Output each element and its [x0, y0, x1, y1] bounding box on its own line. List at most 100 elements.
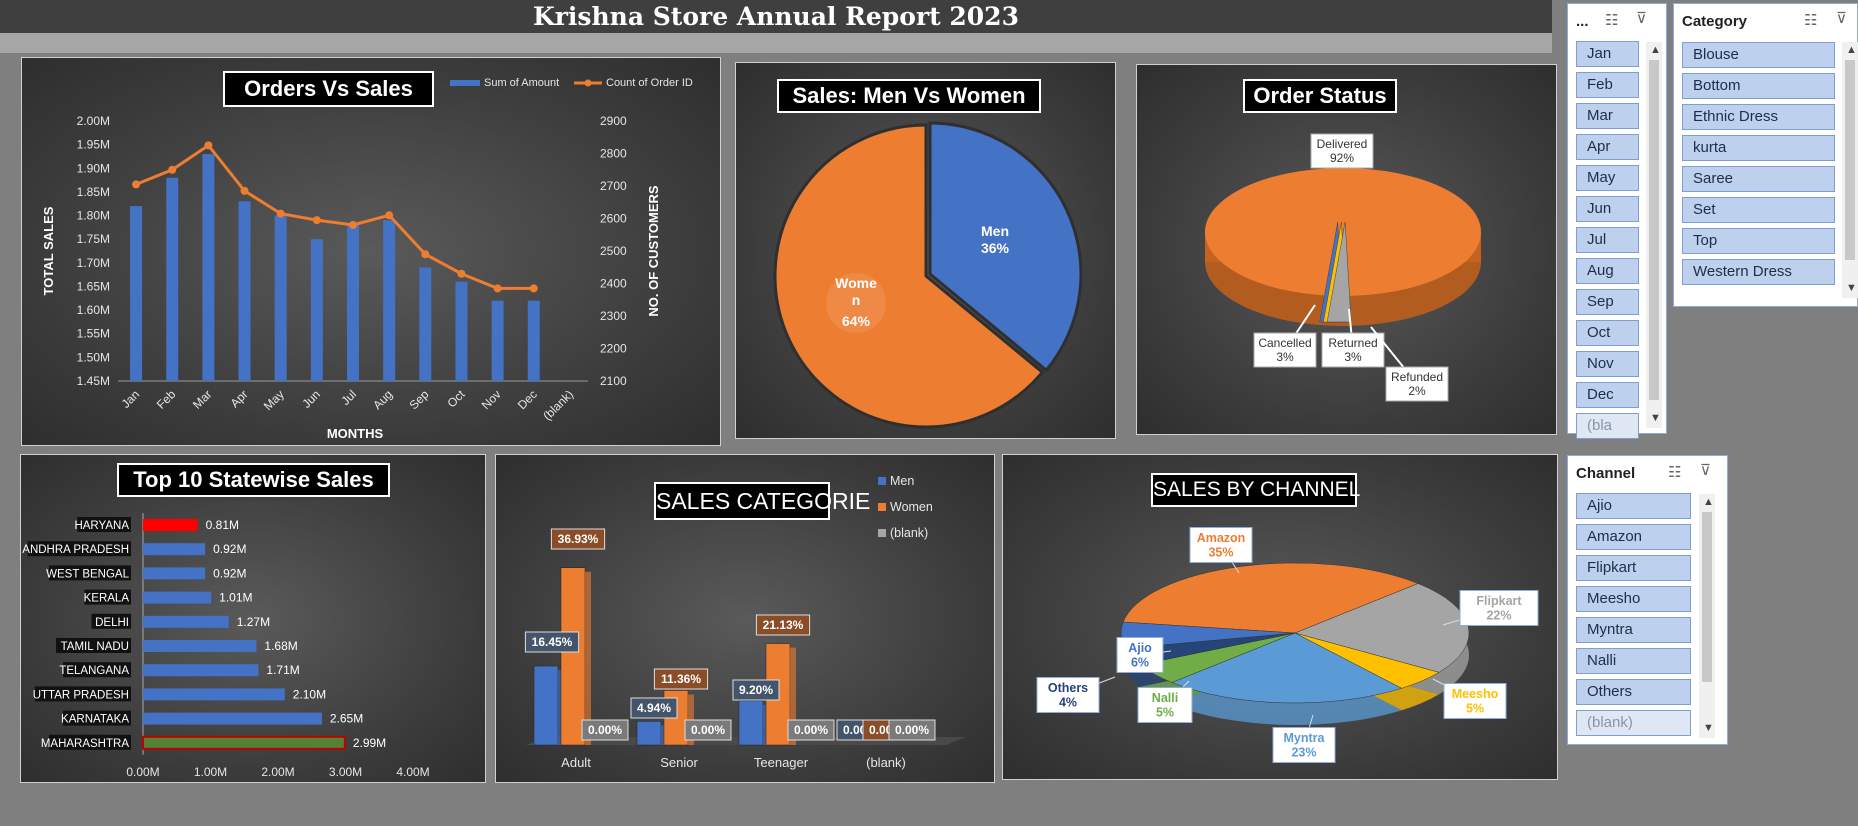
slicer-item[interactable]: Feb [1576, 72, 1639, 98]
y-left-tick-label: 1.95M [77, 138, 110, 152]
slicer-item[interactable]: Nov [1576, 351, 1639, 377]
scroll-up-icon[interactable]: ▲ [1846, 44, 1857, 56]
bar-value-label: 1.27M [237, 615, 270, 629]
sales-by-channel-panel[interactable]: SALES BY CHANNEL Amazon 35% Flipkart 22% Mee… [1002, 454, 1558, 780]
scroll-thumb[interactable] [1649, 60, 1659, 400]
slicer-item[interactable]: Aug [1576, 258, 1639, 284]
multi-select-icon[interactable]: ☷ [1605, 12, 1619, 29]
slicer-item[interactable]: Ethnic Dress [1682, 104, 1835, 130]
scroll-thumb[interactable] [1845, 60, 1855, 260]
statewise-sales-panel[interactable]: Top 10 Statewise Sales HARYANA 0.81M ANDHR… [20, 454, 486, 783]
x-tick-label: Dec [515, 387, 540, 412]
multi-select-icon[interactable]: ☷ [1668, 464, 1682, 481]
scroll-up-icon[interactable]: ▲ [1650, 44, 1661, 56]
data-label-box [581, 719, 629, 741]
clear-filter-icon[interactable]: ⊽ [1636, 10, 1647, 27]
slicer-item[interactable]: Jan [1576, 41, 1639, 67]
slicer-item[interactable]: Bottom [1682, 73, 1835, 99]
data-label-ajio: 6% [1131, 656, 1149, 670]
chart-title: Top 10 Statewise Sales [117, 463, 390, 497]
bar-sum-of-amount [491, 300, 504, 381]
slicer-item[interactable]: Sep [1576, 289, 1639, 315]
month-slicer-scrollbar[interactable]: ▲ ▼ [1646, 42, 1662, 428]
clear-filter-icon[interactable]: ⊽ [1836, 10, 1847, 27]
data-label: 9.20% [739, 683, 773, 697]
sales-category-panel[interactable]: SALES CATEGORIE Adult Senior Teenager (blan… [495, 454, 995, 783]
category-label-bg [48, 734, 131, 750]
data-label-others: Others [1048, 681, 1088, 695]
data-label-flipkart: Flipkart [1476, 594, 1522, 608]
x-tick-label: Teenager [754, 755, 809, 770]
slicer-item[interactable]: May [1576, 165, 1639, 191]
slicer-item[interactable]: Blouse [1682, 42, 1835, 68]
category-slicer[interactable]: Category ☷ ⊽ Blouse Bottom Ethnic Dress kur… [1673, 3, 1858, 307]
slicer-item[interactable]: (blank) [1576, 710, 1691, 736]
y-right-tick-label: 2500 [600, 244, 627, 258]
slicer-item[interactable]: Jun [1576, 196, 1639, 222]
data-label-refunded: Refunded [1391, 370, 1443, 384]
orders-vs-sales-panel[interactable]: Orders Vs Sales 1.45M 1.50M 1.55M 1.60M 1.65… [21, 57, 721, 446]
line-point [421, 250, 430, 259]
category-label: KERALA [84, 593, 130, 605]
multi-select-icon[interactable]: ☷ [1804, 12, 1818, 29]
clear-filter-icon[interactable]: ⊽ [1700, 462, 1711, 479]
y-right-tick-label: 2700 [600, 179, 627, 193]
slicer-item[interactable]: Myntra [1576, 617, 1691, 643]
slicer-item[interactable]: Flipkart [1576, 555, 1691, 581]
slicer-item[interactable]: Others [1576, 679, 1691, 705]
scroll-down-icon[interactable]: ▼ [1703, 722, 1714, 734]
slicer-item[interactable]: Apr [1576, 134, 1639, 160]
slicer-item[interactable]: kurta [1682, 135, 1835, 161]
order-status-panel[interactable]: Order Status Delivered 92% Cancelled 3% Retu… [1136, 64, 1557, 435]
legend-label: Women [890, 500, 933, 514]
pie-slice-myntra [1171, 632, 1403, 704]
bar-state [143, 591, 212, 604]
men-vs-women-panel[interactable]: Sales: Men Vs Women Men 36% Wome n 64% [735, 62, 1116, 439]
bar-sum-of-amount [274, 215, 287, 381]
y-left-axis-label: TOTAL SALES [41, 206, 56, 295]
scroll-down-icon[interactable]: ▼ [1650, 412, 1661, 424]
slicer-item[interactable]: Mar [1576, 103, 1639, 129]
sales-by-channel-chart: Amazon35%Flipkart22%Meesho5%Myntra23%Nal… [1036, 527, 1539, 763]
line-point [349, 221, 357, 229]
x-tick-label: (blank) [866, 755, 906, 770]
chart-title: SALES CATEGORIE [654, 482, 870, 520]
x-tick-label: Apr [228, 387, 251, 410]
channel-slicer-scrollbar[interactable]: ▲ ▼ [1699, 494, 1715, 738]
slicer-item[interactable]: Nalli [1576, 648, 1691, 674]
slicer-item[interactable]: Meesho [1576, 586, 1691, 612]
slicer-item[interactable]: Oct [1576, 320, 1639, 346]
data-label-women: n [852, 292, 861, 308]
bar-value-label: 2.65M [330, 712, 363, 726]
slicer-item[interactable]: Saree [1682, 166, 1835, 192]
data-label: 0.00% [691, 723, 725, 737]
x-tick-label: Aug [370, 387, 395, 412]
slicer-item[interactable]: (bla [1576, 413, 1639, 439]
slicer-item[interactable]: Jul [1576, 227, 1639, 253]
scroll-up-icon[interactable]: ▲ [1703, 496, 1714, 508]
legend-label-sum-of-amount: Sum of Amount [484, 77, 559, 89]
slicer-item[interactable]: Set [1682, 197, 1835, 223]
data-label-nalli: 5% [1156, 706, 1174, 720]
y-right-tick-label: 2200 [600, 342, 627, 356]
x-tick-label: Adult [561, 755, 591, 770]
bar-Women [560, 567, 586, 746]
slicer-item[interactable]: Dec [1576, 382, 1639, 408]
slicer-item[interactable]: Amazon [1576, 524, 1691, 550]
bar-state [143, 640, 257, 652]
scroll-down-icon[interactable]: ▼ [1846, 282, 1857, 294]
category-slicer-scrollbar[interactable]: ▲ ▼ [1842, 42, 1858, 298]
data-label-delivered-box [1310, 133, 1374, 169]
slicer-item[interactable]: Ajio [1576, 493, 1691, 519]
data-label-box [787, 719, 835, 741]
channel-slicer[interactable]: Channel ☷ ⊽ Ajio Amazon Flipkart Meesho Mynt… [1567, 455, 1728, 745]
scroll-thumb[interactable] [1702, 512, 1712, 682]
data-label: 0.00% [588, 723, 622, 737]
data-label: 21.13% [763, 618, 804, 632]
data-label-returned-box [1321, 332, 1385, 368]
bar-Men [636, 721, 662, 746]
line-count-of-order-id [135, 143, 534, 290]
month-slicer[interactable]: ... ☷ ⊽ Jan Feb Mar Apr May Jun Jul Aug Sep Oct No… [1567, 3, 1667, 439]
slicer-item[interactable]: Top [1682, 228, 1835, 254]
slicer-item[interactable]: Western Dress [1682, 259, 1835, 285]
